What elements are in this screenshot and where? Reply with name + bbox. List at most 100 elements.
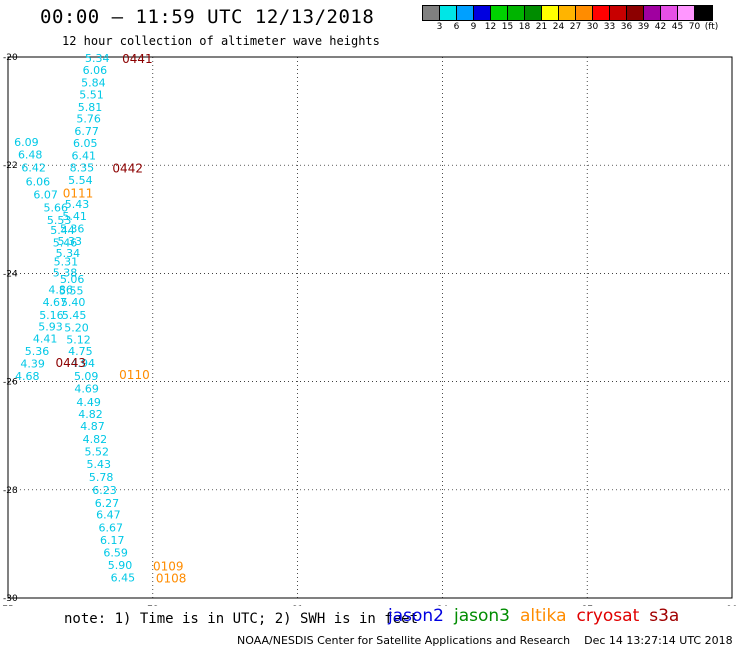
wave-height-value: 5.40 bbox=[61, 296, 86, 309]
pass-label: 0109 bbox=[153, 560, 184, 574]
color-scale-label: 27 bbox=[569, 22, 582, 32]
wave-height-value: 5.90 bbox=[108, 559, 133, 572]
wave-height-value: 6.42 bbox=[21, 161, 46, 174]
wave-height-value: 5.76 bbox=[76, 113, 101, 126]
color-scale-label: 15 bbox=[501, 22, 514, 32]
pass-label: 0441 bbox=[122, 52, 153, 66]
wave-height-value: 5.34 bbox=[56, 247, 81, 260]
color-scale-bar bbox=[422, 5, 713, 21]
wave-height-value: 5.51 bbox=[79, 88, 104, 101]
wave-height-value: 5.54 bbox=[68, 174, 93, 187]
wave-height-value: 6.06 bbox=[83, 64, 108, 77]
legend-item: cryosat bbox=[576, 606, 640, 626]
wave-height-value: 4.87 bbox=[80, 420, 105, 433]
color-scale-label: 36 bbox=[620, 22, 633, 32]
color-scale-label: 42 bbox=[654, 22, 667, 32]
y-tick-label: -24 bbox=[3, 269, 18, 279]
legend-item: jason2 bbox=[388, 606, 444, 626]
wave-height-value: 4.82 bbox=[78, 408, 103, 421]
pass-label: 0110 bbox=[119, 368, 150, 382]
wave-height-value: 5.33 bbox=[58, 235, 83, 248]
y-tick-label: -28 bbox=[3, 486, 18, 496]
color-swatch bbox=[559, 6, 576, 20]
x-tick-label: 84 bbox=[437, 605, 449, 606]
wave-height-value: 6.06 bbox=[26, 175, 51, 188]
color-swatch bbox=[457, 6, 474, 20]
y-tick-label: -20 bbox=[3, 53, 18, 63]
wave-height-value: 5.81 bbox=[78, 101, 103, 114]
wave-height-value: 4.86 bbox=[48, 284, 73, 297]
pass-label: 0111 bbox=[63, 186, 94, 200]
wave-height-value: 6.77 bbox=[74, 125, 99, 138]
wave-height-value: 5.44 bbox=[50, 224, 75, 237]
chart-title: 00:00 – 11:59 UTC 12/13/2018 bbox=[40, 6, 375, 28]
y-tick-label: -22 bbox=[3, 161, 18, 171]
wave-height-value: 6.45 bbox=[111, 571, 136, 584]
axis-ticks: 75 78 81 84 87 90 -20 -22 -24 -26 -28 -30 bbox=[2, 53, 738, 606]
wave-height-value: 6.07 bbox=[33, 188, 58, 201]
color-swatch bbox=[678, 6, 695, 20]
color-swatch bbox=[491, 6, 508, 20]
wave-height-value: 6.17 bbox=[100, 534, 125, 547]
wave-height-value: 5.93 bbox=[38, 320, 63, 333]
color-scale-label: 33 bbox=[603, 22, 616, 32]
satellite-legend: jason2 jason3 altika cryosat s3a bbox=[388, 606, 689, 626]
wave-height-value: 8.35 bbox=[70, 161, 95, 174]
color-swatch bbox=[525, 6, 542, 20]
pass-label: 0108 bbox=[156, 571, 187, 585]
wave-height-value: 5.36 bbox=[25, 345, 50, 358]
wave-height-value: 6.47 bbox=[96, 509, 121, 522]
color-swatch bbox=[542, 6, 559, 20]
color-swatch bbox=[508, 6, 525, 20]
wave-height-value: 6.48 bbox=[18, 148, 43, 161]
color-scale-label: 6 bbox=[453, 22, 460, 32]
legend-item: altika bbox=[520, 606, 567, 626]
color-swatch bbox=[610, 6, 627, 20]
wave-height-value: 5.41 bbox=[62, 210, 87, 223]
wave-height-value: 4.49 bbox=[76, 396, 101, 409]
x-tick-label: 75 bbox=[2, 605, 13, 606]
wave-height-value: 6.41 bbox=[72, 149, 97, 162]
plot-border bbox=[7, 56, 733, 599]
wave-height-values: 5.346.065.845.515.815.766.776.056.096.41… bbox=[14, 52, 135, 584]
plot-grid bbox=[8, 57, 732, 598]
color-scale-label: 18 bbox=[518, 22, 531, 32]
legend-item: s3a bbox=[649, 606, 680, 626]
color-scale-label: 9 bbox=[470, 22, 477, 32]
wave-height-value: 5.06 bbox=[60, 273, 85, 286]
x-tick-label: 90 bbox=[726, 605, 738, 606]
wave-height-value: 5.34 bbox=[85, 52, 110, 65]
color-swatch bbox=[627, 6, 644, 20]
wave-height-value: 4.39 bbox=[20, 358, 45, 371]
color-scale-label: 12 bbox=[484, 22, 497, 32]
wave-height-value: 5.12 bbox=[66, 333, 91, 346]
color-swatch bbox=[661, 6, 678, 20]
pass-label: 0443 bbox=[55, 356, 86, 370]
wave-height-value: 5.55 bbox=[59, 285, 84, 298]
color-swatch bbox=[593, 6, 610, 20]
wave-height-value: 4.75 bbox=[68, 345, 93, 358]
wave-height-value: 5.84 bbox=[81, 76, 106, 89]
wave-height-value: 5.43 bbox=[86, 458, 111, 471]
wave-height-value: 5.52 bbox=[85, 445, 110, 458]
wave-height-value: 5.46 bbox=[53, 237, 78, 250]
wave-height-value: 4.67 bbox=[43, 296, 68, 309]
wave-height-chart: 757881848790-20-22-24-26-28-30 5.346.065… bbox=[2, 52, 738, 606]
chart-subtitle: 12 hour collection of altimeter wave hei… bbox=[62, 34, 380, 48]
color-swatch bbox=[644, 6, 661, 20]
wave-height-value: 6.59 bbox=[103, 547, 128, 560]
color-scale-label: 30 bbox=[586, 22, 599, 32]
pass-label: 0442 bbox=[112, 161, 143, 175]
wave-height-value: 4.41 bbox=[33, 332, 58, 345]
wave-height-value: 4.94 bbox=[71, 357, 96, 370]
wave-height-value: 5.43 bbox=[65, 198, 90, 211]
wave-height-value: 5.78 bbox=[89, 471, 114, 484]
wave-height-value: 6.23 bbox=[92, 484, 117, 497]
credit-line: NOAA/NESDIS Center for Satellite Applica… bbox=[237, 634, 733, 647]
x-tick-label: 87 bbox=[581, 605, 592, 606]
wave-height-value: 6.67 bbox=[99, 522, 124, 535]
wave-height-value: 5.16 bbox=[39, 309, 64, 322]
color-scale-label: (ft) bbox=[704, 22, 719, 32]
color-swatch bbox=[440, 6, 457, 20]
